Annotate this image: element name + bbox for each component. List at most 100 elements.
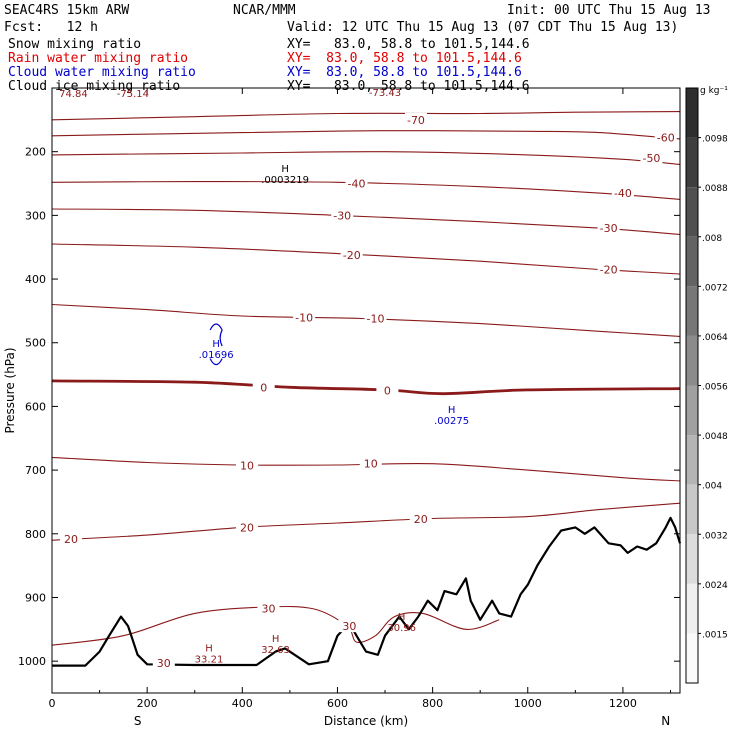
model-name: SEAC4RS 15km ARW <box>4 3 130 18</box>
extremum-marker: H <box>448 405 456 416</box>
contour-label: -60 <box>657 132 675 145</box>
contour-label: 30 <box>261 602 275 615</box>
y-tick-label: 700 <box>25 464 46 477</box>
colorbar-swatch <box>686 187 698 237</box>
y-tick-label: 900 <box>25 591 46 604</box>
colorbar-swatch <box>686 236 698 287</box>
contour-label-bg <box>376 383 399 397</box>
contour-label: 30 <box>342 620 356 633</box>
colorbar-label: .0088 <box>702 184 728 194</box>
extremum-value: 33.21 <box>195 655 224 666</box>
north-label: N <box>661 714 670 728</box>
extremum-marker: H <box>272 634 280 645</box>
contour-label: 0 <box>384 385 391 398</box>
legend-snow-label: Snow mixing ratio <box>8 37 142 52</box>
contour-label: -10 <box>367 313 385 326</box>
plot-frame <box>51 87 681 694</box>
contour-label: -30 <box>600 222 618 235</box>
extremum-value: 32.63 <box>261 645 290 656</box>
contour-label-bg <box>293 310 316 324</box>
colorbar-label: .008 <box>702 234 722 244</box>
colorbar-unit: g kg⁻¹ <box>700 86 728 96</box>
contour-label-bg <box>252 380 275 394</box>
colorbar-label: .0072 <box>702 283 728 293</box>
temperature-contours <box>51 111 681 646</box>
contour-label-bg <box>236 520 259 534</box>
valid-time: Valid: 12 UTC Thu 15 Aug 13 (07 CDT Thu … <box>287 20 679 35</box>
contour-label-bg <box>597 262 620 276</box>
colorbar-swatch <box>686 435 698 485</box>
legend-cloudice-label: Cloud ice mixing ratio <box>8 79 181 94</box>
contour-label: 20 <box>64 533 78 546</box>
contour-label-bg <box>409 512 432 526</box>
colorbar-swatch <box>686 335 698 386</box>
contour-line <box>51 502 681 541</box>
legend-cloudice-xy: XY= 83.0, 58.8 to 101.5,144.6 <box>287 79 530 94</box>
contour-label-bg <box>597 221 620 235</box>
forecast-hour: Fcst: 12 h <box>4 20 98 35</box>
extremum-marker: H <box>398 612 406 623</box>
top-value-label: -73.43 <box>369 88 401 99</box>
contour-labels: -70 -60 -50 -40 -40 -30 -30 -20 -20 -10 -10 0 0 10 10 2… <box>59 88 677 670</box>
legend-cloudwater-label: Cloud water mixing ratio <box>8 65 196 80</box>
contour-label-bg <box>404 112 427 126</box>
colorbar-swatch <box>686 88 698 138</box>
cloud-water-contour <box>209 323 223 366</box>
contour-label: 0 <box>260 381 267 394</box>
x-tick-label: 600 <box>327 697 348 710</box>
contour-label: 20 <box>414 513 428 526</box>
colorbar-swatch <box>686 286 698 336</box>
colorbar: .0098 .0088 .008 .0072 .0064 .0056 .0048 .004 .0… <box>685 86 728 684</box>
contour-label-bg <box>236 458 259 472</box>
y-tick-label: 300 <box>25 209 46 222</box>
contour-line <box>51 379 681 396</box>
terrain-line <box>52 516 682 667</box>
contour-line <box>51 243 681 275</box>
organization: NCAR/MMM <box>233 3 296 18</box>
contour-label-bg <box>60 531 83 545</box>
terrain <box>52 516 682 667</box>
x-tick-label: 200 <box>137 697 158 710</box>
colorbar-label: .0032 <box>702 531 728 541</box>
contour-line <box>51 181 681 200</box>
legend-rain-label: Rain water mixing ratio <box>8 51 189 66</box>
contour-label-bg <box>640 151 663 165</box>
x-tick-label: 1000 <box>514 697 542 710</box>
y-tick-label: 400 <box>25 273 46 286</box>
extremum-marker: H <box>212 339 220 350</box>
contour-label-bg <box>654 130 677 144</box>
colorbar-label: .004 <box>702 482 722 492</box>
init-time: Init: 00 UTC Thu 15 Aug 13 <box>507 3 711 18</box>
legend-rain-xy: XY= 83.0, 58.8 to 101.5,144.6 <box>287 51 522 66</box>
x-tick-label: 800 <box>422 697 443 710</box>
contour-label: -20 <box>343 249 361 262</box>
contour-label: 10 <box>240 460 254 473</box>
contour-label: 30 <box>157 657 171 670</box>
contour-label: -30 <box>333 209 351 222</box>
contour-line <box>51 151 681 165</box>
extremum-value: .01696 <box>199 350 234 361</box>
x-tick-label: 0 <box>49 697 56 710</box>
colorbar-swatch <box>686 633 698 683</box>
x-tick-label: 1200 <box>609 697 637 710</box>
contour-label-bg <box>338 619 361 633</box>
contour-label: -70 <box>407 114 425 127</box>
y-tick-label: 200 <box>25 146 46 159</box>
colorbar-label: .0098 <box>702 135 728 145</box>
contour-label-bg <box>331 208 354 222</box>
y-axis-label: Pressure (hPa) <box>3 347 17 433</box>
contour-line <box>51 130 681 140</box>
contour-label-bg <box>257 601 280 615</box>
colorbar-label: .0024 <box>702 581 728 591</box>
contour-label-bg <box>611 186 634 200</box>
colorbar-swatch <box>686 534 698 584</box>
contour-line <box>51 208 681 236</box>
contour-label-bg <box>152 656 175 670</box>
contour-label: 10 <box>364 458 378 471</box>
y-tick-label: 800 <box>25 528 46 541</box>
extremum-value: 30.96 <box>387 623 416 634</box>
legend-snow-xy: XY= 83.0, 58.8 to 101.5,144.6 <box>287 37 530 52</box>
contour-label: -10 <box>295 311 313 324</box>
contour-label: 20 <box>240 521 254 534</box>
contour-label: -20 <box>600 264 618 277</box>
